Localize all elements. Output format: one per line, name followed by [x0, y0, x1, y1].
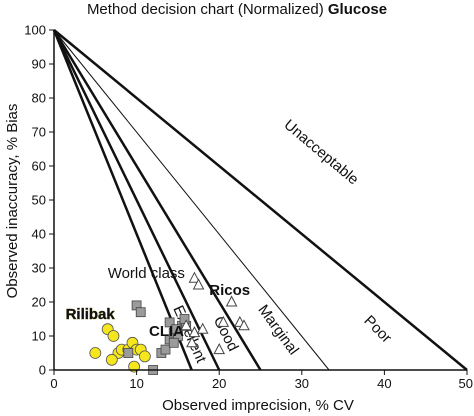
- y-tick-label-70: 70: [32, 125, 46, 140]
- data-point-triangle-7: [188, 326, 201, 338]
- y-tick-label-80: 80: [32, 91, 46, 106]
- annotations: Ricos CLIA Rilibak: [65, 282, 250, 340]
- decision-line-poor: [53, 29, 468, 371]
- annotation-clia: CLIA: [149, 323, 184, 340]
- data-point-circle-11: [105, 353, 118, 366]
- decision-line-marginal: [53, 29, 330, 371]
- decision-line-world-class: [52, 29, 193, 371]
- chart-title: Method decision chart (Normalized) Gluco…: [0, 1, 474, 18]
- data-points: [89, 271, 250, 375]
- zone-label-good: Good: [210, 314, 242, 354]
- y-tick-label-90: 90: [32, 57, 46, 72]
- zone-label-poor: Poor: [360, 312, 394, 346]
- x-axis-label: Observed imprecision, % CV: [162, 397, 354, 414]
- annotation-ricos: Ricos: [209, 282, 250, 299]
- decision-line-excellent: [52, 29, 221, 371]
- x-tick-label-50: 50: [459, 376, 473, 391]
- axes: 0 10 20 30 40 50 60 70 80 90 100 0 10 20 30 40 50: [24, 23, 473, 392]
- data-point-square-8: [160, 344, 171, 355]
- data-point-triangle-1: [188, 271, 201, 283]
- x-tick-label-40: 40: [377, 376, 391, 391]
- data-point-triangle-11: [213, 343, 226, 355]
- y-tick-label-40: 40: [32, 227, 46, 242]
- zone-label-marginal: Marginal: [254, 302, 302, 359]
- y-axis-label: Observed inaccuracy, % Bias: [4, 104, 21, 299]
- decision-line-good: [52, 29, 262, 371]
- x-tick-label-20: 20: [212, 376, 226, 391]
- data-point-triangle-6: [180, 319, 192, 331]
- data-point-triangle-10: [186, 336, 198, 348]
- y-tick-label-60: 60: [32, 159, 46, 174]
- data-point-triangle-9: [217, 315, 230, 327]
- zone-label-unacceptable: Unacceptable: [281, 116, 362, 188]
- data-point-square-14: [171, 324, 182, 335]
- annotation-rilibak: Rilibak: [66, 306, 116, 323]
- zone-label-world-class: World class: [108, 265, 185, 282]
- decision-lines: [52, 29, 468, 371]
- data-point-square-9: [168, 337, 179, 348]
- data-point-square-12: [164, 317, 175, 328]
- data-point-triangle-5: [238, 319, 250, 331]
- data-point-square-2: [135, 307, 146, 318]
- x-tick-label-30: 30: [295, 376, 309, 391]
- data-point-square-3: [123, 348, 134, 358]
- data-point-triangle-2: [192, 278, 205, 290]
- y-tick-label-30: 30: [32, 261, 46, 276]
- chart-title-text: Method decision chart (Normalized): [86, 1, 324, 18]
- data-point-triangle-8: [196, 322, 209, 334]
- y-tick-label-100: 100: [24, 23, 46, 38]
- x-tick-label-0: 0: [50, 376, 57, 391]
- data-point-circle-3: [107, 330, 120, 342]
- y-tick-label-50: 50: [32, 193, 46, 208]
- x-tick-label-10: 10: [129, 376, 143, 391]
- data-point-circle-10: [138, 350, 151, 363]
- chart-title-analyte: Glucose: [327, 1, 388, 18]
- y-tick-label-10: 10: [32, 329, 46, 344]
- y-tick-label-0: 0: [39, 363, 46, 378]
- data-point-triangle-3: [225, 295, 238, 307]
- y-tick-label-20: 20: [32, 295, 46, 310]
- data-point-circle-1: [89, 347, 102, 359]
